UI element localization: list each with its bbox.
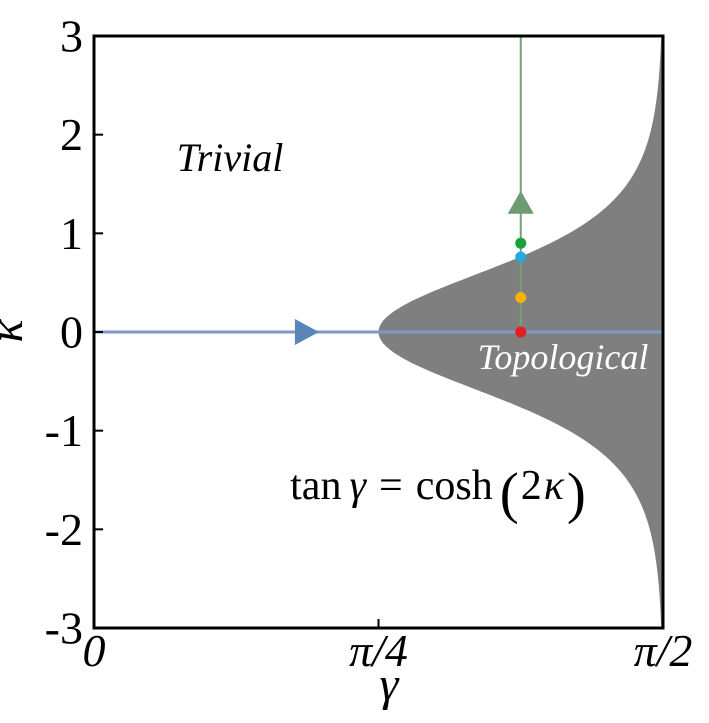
y-axis-label: κ bbox=[0, 319, 33, 343]
marker-red bbox=[515, 326, 527, 338]
marker-green bbox=[515, 237, 527, 249]
marker-blue bbox=[515, 251, 527, 263]
topological-region-label: Topological bbox=[478, 337, 649, 377]
y-tick-label-1: 1 bbox=[60, 208, 83, 259]
x-tick-labels: 0 π/4 π/2 bbox=[83, 625, 693, 676]
trivial-region-label: Trivial bbox=[177, 135, 284, 180]
y-tick-label--3: -3 bbox=[45, 603, 83, 654]
x-tick-label-π/4: π/4 bbox=[349, 625, 408, 676]
up-arrowhead-icon bbox=[507, 190, 534, 214]
y-tick-label--1: -1 bbox=[45, 405, 83, 456]
x-axis-label: γ bbox=[380, 658, 400, 711]
y-tick-label-0: 0 bbox=[60, 307, 83, 358]
y-tick-label-2: 2 bbox=[60, 109, 83, 160]
marker-orange bbox=[515, 291, 527, 303]
markers bbox=[515, 237, 527, 338]
y-tick-labels: 3 2 1 0 -1 -2 -3 bbox=[45, 11, 83, 654]
y-tick-label-3: 3 bbox=[60, 11, 83, 62]
boundary-equation: tan γ = cosh (2κ) bbox=[290, 462, 586, 525]
x-tick-label-π/2: π/2 bbox=[634, 625, 693, 676]
plot-border bbox=[92, 34, 665, 630]
y-tick-label--2: -2 bbox=[45, 504, 83, 555]
x-tick-label-0: 0 bbox=[83, 625, 106, 676]
right-arrowhead-icon bbox=[294, 319, 319, 345]
